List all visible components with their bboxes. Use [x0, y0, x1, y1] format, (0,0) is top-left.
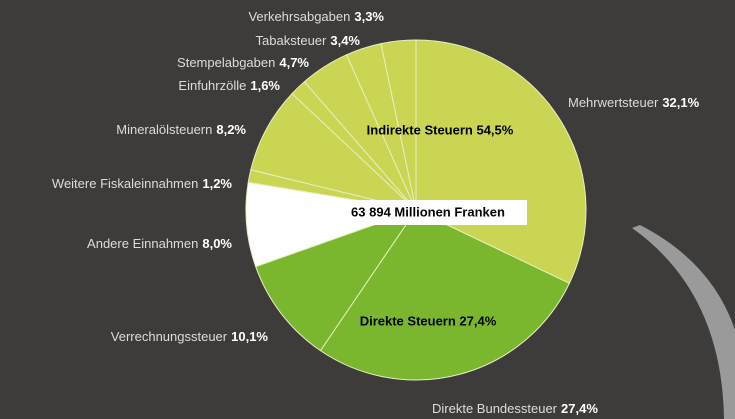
pie-slice: [380, 39, 417, 211]
slice-value: 3,4%: [330, 33, 360, 48]
slice-name: Tabaksteuer: [256, 33, 327, 48]
slice-value: 8,0%: [202, 236, 232, 251]
labels: Mehrwertsteuer 32,1% Direkte Bundessteuer 2…: [52, 9, 700, 416]
slice-name: Stempelabgaben: [177, 55, 275, 70]
slice-name: Mineralölsteuern: [116, 122, 212, 137]
slice-label: Mineralölsteuern 8,2%: [116, 122, 246, 137]
slice-name: Einfuhrzölle: [178, 78, 246, 93]
slice-name: Verrechnungssteuer: [111, 329, 228, 344]
slice-label: Einfuhrzölle 1,6%: [178, 78, 280, 93]
slice-name: Verkehrsabgaben: [248, 9, 350, 24]
slice-value: 8,2%: [216, 122, 246, 137]
slice-value: 4,7%: [279, 55, 309, 70]
slice-label: Mehrwertsteuer 32,1%: [568, 95, 700, 110]
slice-name: Andere Einnahmen: [87, 236, 198, 251]
slice-value: 27,4%: [561, 401, 598, 416]
pie-slice: [319, 209, 571, 381]
annotation: 63 894 Millionen Franken: [351, 204, 505, 219]
slice-label: Tabaksteuer 3,4%: [256, 33, 361, 48]
slice-label: Verkehrsabgaben 3,3%: [248, 9, 384, 24]
slice-value: 1,6%: [250, 78, 280, 93]
slice-name: Mehrwertsteuer: [568, 95, 659, 110]
slice-label: Weitere Fiskaleinnahmen 1,2%: [52, 176, 233, 191]
slice-label: Direkte Bundessteuer 27,4%: [432, 401, 598, 416]
pie-slice: [255, 209, 418, 352]
decorative-arc: [632, 225, 735, 419]
slice-name: Weitere Fiskaleinnahmen: [52, 176, 198, 191]
slice-label: Verrechnungssteuer 10,1%: [111, 329, 269, 344]
slice-value: 32,1%: [662, 95, 699, 110]
annotation: Direkte Steuern 27,4%: [360, 313, 497, 328]
center-box: [329, 200, 527, 225]
slice-label: Stempelabgaben 4,7%: [177, 55, 309, 70]
slice-value: 10,1%: [231, 329, 268, 344]
slice-value: 1,2%: [202, 176, 232, 191]
pie-slice: [250, 92, 418, 211]
slice-label: Andere Einnahmen 8,0%: [87, 236, 232, 251]
annotation: Indirekte Steuern 54,5%: [367, 122, 514, 137]
slice-value: 3,3%: [354, 9, 384, 24]
slice-name: Direkte Bundessteuer: [432, 401, 558, 416]
